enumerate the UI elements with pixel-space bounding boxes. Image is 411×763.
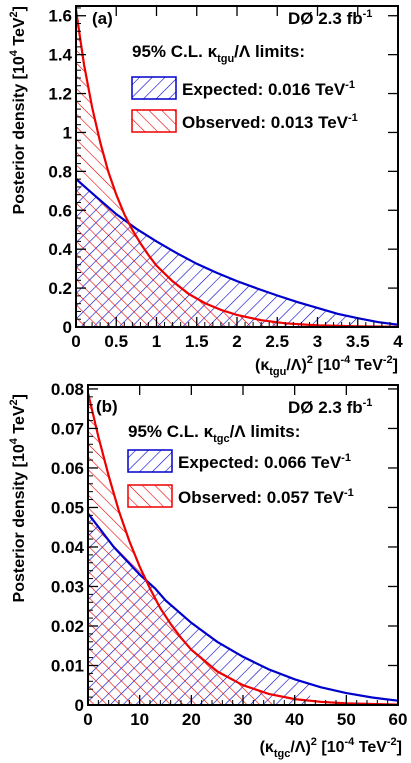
- ticks-a: [75, 6, 399, 328]
- y-tick-label-a: 1.6: [48, 7, 72, 26]
- y-tick-label-a: 0.2: [48, 279, 72, 298]
- y-tick-label-b: 0.07: [51, 419, 84, 438]
- area-observed-b: [88, 392, 274, 705]
- y-tick-label-b: 0.01: [51, 656, 84, 675]
- x-tick-label-a: 1: [152, 332, 161, 351]
- area-observed-a: [76, 9, 286, 328]
- x-tick-label-b: 30: [234, 710, 253, 729]
- ticks-b: [87, 385, 399, 706]
- y-tick-label-a: 1.2: [48, 85, 72, 104]
- x-tick-label-b: 10: [130, 710, 149, 729]
- x-tick-label-a: 3.5: [346, 332, 370, 351]
- x-tick-labels-a: 0 0.5 1 1.5 2 2.5 3 3.5 4: [71, 332, 403, 351]
- legend-label-observed-a: Observed: 0.013 TeV-1: [182, 112, 358, 132]
- y-tick-label-b: 0.04: [51, 538, 85, 557]
- fills-a: [76, 9, 358, 328]
- x-tick-label-b: 60: [389, 710, 408, 729]
- y-tick-label-b: 0.05: [51, 498, 84, 517]
- y-tick-label-b: 0: [75, 696, 84, 715]
- x-tick-label-a: 3: [313, 332, 322, 351]
- panel-a: 0 0.5 1 1.5 2 2.5 3 3.5 4 0 0.2 0.4 0.6 0.8 1 1.2 1.4 1.…: [8, 5, 403, 378]
- legend-label-expected-a: Expected: 0.016 TeV-1: [182, 79, 355, 99]
- x-tick-label-a: 0.5: [104, 332, 128, 351]
- legend-swatch-expected-b: [127, 449, 173, 473]
- legend-swatch-expected-a: [131, 76, 177, 100]
- y-tick-label-a: 1.4: [48, 46, 72, 65]
- fills-b: [88, 392, 311, 705]
- y-tick-label-b: 0.06: [51, 459, 84, 478]
- panel-b: 0 10 20 30 40 50 60 00.010.020.030.040.050.060…: [8, 380, 407, 760]
- legend-label-expected-b: Expected: 0.066 TeV-1: [178, 452, 351, 472]
- experiment-label-b: DØ 2.3 fb-1: [288, 397, 372, 417]
- experiment-label-a: DØ 2.3 fb-1: [288, 8, 372, 28]
- x-tick-label-a: 2: [232, 332, 241, 351]
- x-axis-title-a: (κtgu/Λ)2 [10-4 TeV-2]: [255, 354, 398, 378]
- legend-title-a: 95% C.L. κtgu/Λ limits:: [132, 42, 305, 65]
- legend-label-observed-b: Observed: 0.057 TeV-1: [178, 487, 354, 507]
- legend-title-b: 95% C.L. κtgc/Λ limits:: [128, 422, 300, 445]
- y-tick-label-b: 0.03: [51, 577, 84, 596]
- y-tick-label-a: 0.8: [48, 162, 72, 181]
- y-axis-title-a: Posterior density [104 TeV2]: [8, 6, 28, 214]
- panel-label-a: (a): [92, 9, 113, 28]
- curves-b: [86, 392, 399, 706]
- x-tick-label-b: 50: [337, 710, 356, 729]
- panel-label-b: (b): [96, 397, 118, 416]
- y-tick-label-a: 1: [63, 123, 72, 142]
- x-tick-label-b: 0: [83, 710, 92, 729]
- x-tick-label-a: 2.5: [265, 332, 289, 351]
- x-tick-label-b: 40: [285, 710, 304, 729]
- y-tick-label-a: 0.6: [48, 201, 72, 220]
- x-tick-label-a: 0: [71, 332, 80, 351]
- x-axis-title-b: (κtgc/Λ)2 [10-4 TeV-2]: [260, 736, 402, 760]
- curve-expected-b: [87, 512, 399, 702]
- x-tick-label-b: 20: [182, 710, 201, 729]
- y-tick-label-a: 0.4: [48, 240, 72, 259]
- y-tick-labels-a: 0 0.2 0.4 0.6 0.8 1 1.2 1.4 1.6: [48, 7, 72, 337]
- y-tick-label-b: 0.08: [51, 380, 84, 399]
- y-tick-label-a: 0: [63, 318, 72, 337]
- y-tick-label-b: 0.02: [51, 617, 84, 636]
- x-tick-label-a: 1.5: [185, 332, 209, 351]
- legend-swatch-observed-b: [127, 484, 173, 508]
- x-tick-label-a: 4: [393, 332, 403, 351]
- x-tick-labels-b: 0 10 20 30 40 50 60: [83, 710, 407, 729]
- y-axis-title-b: Posterior density [104 TeV2]: [8, 394, 28, 602]
- legend-swatch-observed-a: [131, 109, 177, 133]
- curve-observed-b: [86, 392, 399, 706]
- y-tick-labels-b: 0 0.01 0.02 0.03 0.04 0.05 0.06 0.07 0.08: [51, 380, 85, 715]
